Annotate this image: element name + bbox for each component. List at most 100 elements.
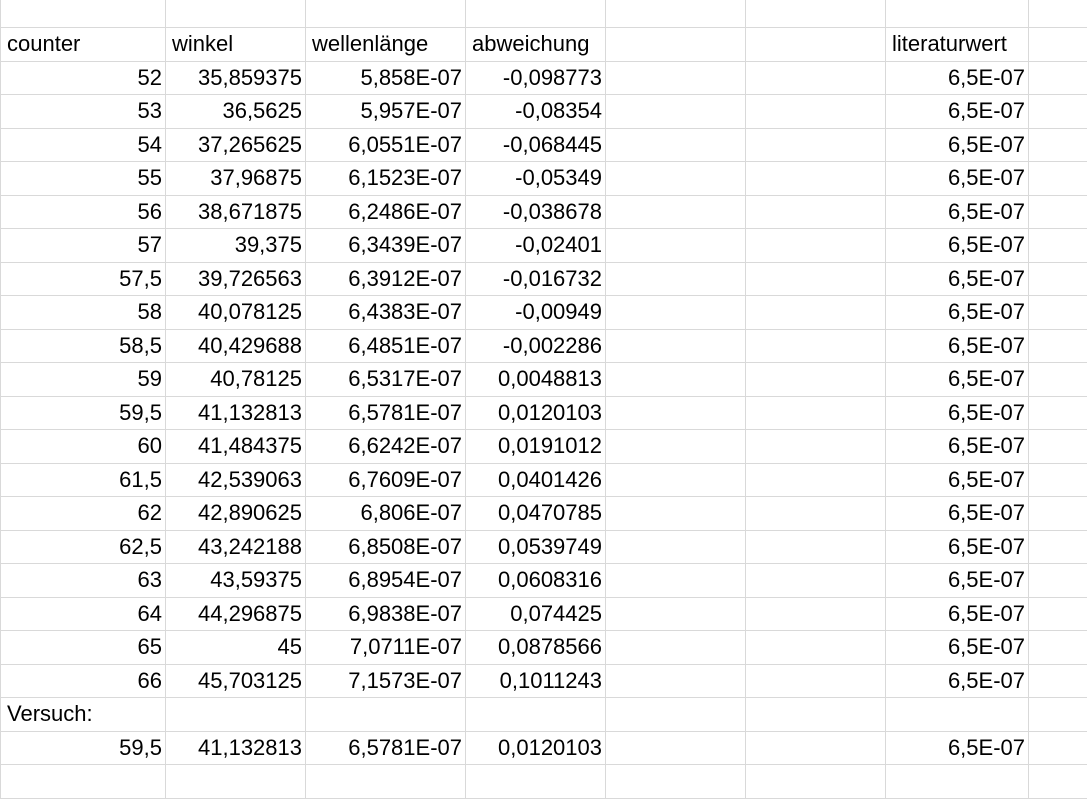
- cell-literaturwert[interactable]: 6,5E-07: [886, 664, 1029, 698]
- cell[interactable]: [466, 765, 606, 799]
- cell-winkel[interactable]: 41,484375: [166, 430, 306, 464]
- cell-winkel[interactable]: 43,242188: [166, 530, 306, 564]
- cell-abweichung[interactable]: 0,074425: [466, 597, 606, 631]
- cell-counter[interactable]: 53: [1, 95, 166, 129]
- cell-winkel[interactable]: 37,96875: [166, 162, 306, 196]
- cell[interactable]: [1029, 162, 1087, 196]
- header-cell-winkel[interactable]: winkel: [166, 28, 306, 62]
- cell[interactable]: [606, 61, 746, 95]
- cell[interactable]: [606, 631, 746, 665]
- cell-literaturwert[interactable]: 6,5E-07: [886, 195, 1029, 229]
- cell-wellenlaenge[interactable]: 6,7609E-07: [306, 463, 466, 497]
- cell-literaturwert[interactable]: 6,5E-07: [886, 363, 1029, 397]
- cell-abweichung[interactable]: -0,08354: [466, 95, 606, 129]
- cell-literaturwert[interactable]: 6,5E-07: [886, 631, 1029, 665]
- cell[interactable]: [1029, 262, 1087, 296]
- cell-winkel[interactable]: 45,703125: [166, 664, 306, 698]
- versuch-label-cell[interactable]: Versuch:: [1, 698, 166, 732]
- cell[interactable]: [746, 162, 886, 196]
- cell-counter[interactable]: 62,5: [1, 530, 166, 564]
- cell-winkel[interactable]: 42,890625: [166, 497, 306, 531]
- cell[interactable]: [746, 28, 886, 62]
- cell[interactable]: [1029, 195, 1087, 229]
- header-cell-abweichung[interactable]: abweichung: [466, 28, 606, 62]
- cell-literaturwert[interactable]: 6,5E-07: [886, 61, 1029, 95]
- cell-counter[interactable]: 57: [1, 229, 166, 263]
- cell[interactable]: [606, 497, 746, 531]
- cell-abweichung[interactable]: -0,016732: [466, 262, 606, 296]
- cell-abweichung[interactable]: 0,0878566: [466, 631, 606, 665]
- cell[interactable]: [606, 128, 746, 162]
- cell-counter[interactable]: 57,5: [1, 262, 166, 296]
- cell[interactable]: [606, 597, 746, 631]
- cell[interactable]: [606, 731, 746, 765]
- cell-literaturwert[interactable]: 6,5E-07: [886, 329, 1029, 363]
- cell-winkel[interactable]: 45: [166, 631, 306, 665]
- cell-abweichung[interactable]: -0,02401: [466, 229, 606, 263]
- cell[interactable]: [746, 497, 886, 531]
- cell[interactable]: [1029, 28, 1087, 62]
- cell[interactable]: [1029, 95, 1087, 129]
- cell[interactable]: [606, 530, 746, 564]
- cell[interactable]: [1029, 497, 1087, 531]
- cell-winkel[interactable]: 35,859375: [166, 61, 306, 95]
- cell[interactable]: [306, 765, 466, 799]
- cell-abweichung[interactable]: 0,0470785: [466, 497, 606, 531]
- cell-counter[interactable]: 62: [1, 497, 166, 531]
- cell[interactable]: [746, 597, 886, 631]
- cell[interactable]: [746, 731, 886, 765]
- cell-literaturwert[interactable]: 6,5E-07: [886, 597, 1029, 631]
- cell-winkel[interactable]: 44,296875: [166, 597, 306, 631]
- cell-winkel[interactable]: 40,078125: [166, 296, 306, 330]
- cell[interactable]: [1029, 731, 1087, 765]
- versuch-cell-winkel[interactable]: 41,132813: [166, 731, 306, 765]
- cell[interactable]: [1029, 631, 1087, 665]
- cell-abweichung[interactable]: -0,068445: [466, 128, 606, 162]
- cell-literaturwert[interactable]: 6,5E-07: [886, 296, 1029, 330]
- cell[interactable]: [746, 61, 886, 95]
- cell-wellenlaenge[interactable]: 6,5317E-07: [306, 363, 466, 397]
- cell-abweichung[interactable]: -0,098773: [466, 61, 606, 95]
- cell[interactable]: [886, 0, 1029, 28]
- cell[interactable]: [606, 195, 746, 229]
- cell[interactable]: [1029, 530, 1087, 564]
- cell-winkel[interactable]: 42,539063: [166, 463, 306, 497]
- cell[interactable]: [1029, 698, 1087, 732]
- cell-wellenlaenge[interactable]: 6,1523E-07: [306, 162, 466, 196]
- cell-literaturwert[interactable]: 6,5E-07: [886, 128, 1029, 162]
- cell-abweichung[interactable]: -0,038678: [466, 195, 606, 229]
- cell[interactable]: [746, 463, 886, 497]
- cell[interactable]: [746, 262, 886, 296]
- cell-counter[interactable]: 58,5: [1, 329, 166, 363]
- cell-counter[interactable]: 64: [1, 597, 166, 631]
- cell-abweichung[interactable]: -0,002286: [466, 329, 606, 363]
- cell-counter[interactable]: 59,5: [1, 396, 166, 430]
- cell[interactable]: [606, 765, 746, 799]
- cell-wellenlaenge[interactable]: 6,0551E-07: [306, 128, 466, 162]
- cell[interactable]: [746, 229, 886, 263]
- cell[interactable]: [166, 0, 306, 28]
- cell-counter[interactable]: 63: [1, 564, 166, 598]
- cell-wellenlaenge[interactable]: 6,5781E-07: [306, 396, 466, 430]
- cell[interactable]: [166, 765, 306, 799]
- cell[interactable]: [606, 463, 746, 497]
- cell[interactable]: [606, 28, 746, 62]
- cell-counter[interactable]: 66: [1, 664, 166, 698]
- cell-wellenlaenge[interactable]: 6,2486E-07: [306, 195, 466, 229]
- cell-wellenlaenge[interactable]: 6,8954E-07: [306, 564, 466, 598]
- cell[interactable]: [606, 0, 746, 28]
- cell[interactable]: [746, 363, 886, 397]
- cell-abweichung[interactable]: 0,0608316: [466, 564, 606, 598]
- cell[interactable]: [746, 765, 886, 799]
- cell-winkel[interactable]: 39,726563: [166, 262, 306, 296]
- cell[interactable]: [746, 631, 886, 665]
- cell[interactable]: [1029, 564, 1087, 598]
- versuch-cell-literaturwert[interactable]: 6,5E-07: [886, 731, 1029, 765]
- cell[interactable]: [1029, 61, 1087, 95]
- cell[interactable]: [606, 430, 746, 464]
- cell-literaturwert[interactable]: 6,5E-07: [886, 95, 1029, 129]
- cell-wellenlaenge[interactable]: 7,0711E-07: [306, 631, 466, 665]
- cell-counter[interactable]: 54: [1, 128, 166, 162]
- cell[interactable]: [606, 95, 746, 129]
- cell-counter[interactable]: 65: [1, 631, 166, 665]
